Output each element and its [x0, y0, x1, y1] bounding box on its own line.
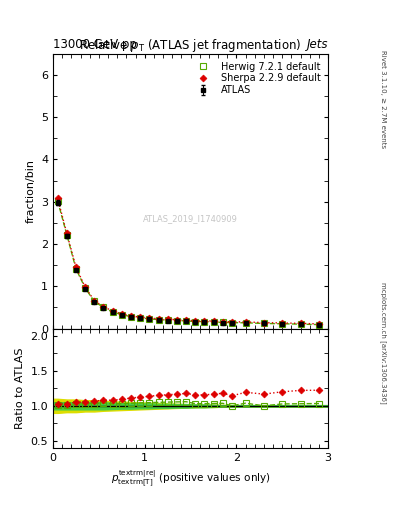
- Line: Sherpa 2.2.9 default: Sherpa 2.2.9 default: [55, 196, 321, 326]
- Herwig 7.2.1 default: [298, 321, 303, 327]
- Sherpa 2.2.9 default: [101, 304, 106, 310]
- Herwig 7.2.1 default: [92, 298, 97, 305]
- Sherpa 2.2.9 default: [165, 316, 170, 323]
- Sherpa 2.2.9 default: [298, 321, 303, 327]
- Herwig 7.2.1 default: [184, 318, 188, 324]
- Text: mcplots.cern.ch [arXiv:1306.3436]: mcplots.cern.ch [arXiv:1306.3436]: [380, 282, 387, 404]
- Herwig 7.2.1 default: [317, 322, 321, 328]
- Herwig 7.2.1 default: [110, 309, 115, 315]
- Text: 13000 GeV pp: 13000 GeV pp: [53, 38, 137, 51]
- Herwig 7.2.1 default: [119, 311, 124, 317]
- Herwig 7.2.1 default: [262, 321, 266, 327]
- Herwig 7.2.1 default: [73, 266, 78, 272]
- Herwig 7.2.1 default: [64, 231, 69, 238]
- Herwig 7.2.1 default: [156, 316, 161, 323]
- Y-axis label: Ratio to ATLAS: Ratio to ATLAS: [15, 348, 25, 429]
- Sherpa 2.2.9 default: [280, 320, 285, 326]
- Sherpa 2.2.9 default: [193, 317, 198, 324]
- Herwig 7.2.1 default: [202, 318, 207, 325]
- Sherpa 2.2.9 default: [138, 314, 143, 320]
- Title: Relative $p_{\mathrm{T}}$ (ATLAS jet fragmentation): Relative $p_{\mathrm{T}}$ (ATLAS jet fra…: [79, 37, 302, 54]
- Herwig 7.2.1 default: [243, 320, 248, 326]
- Sherpa 2.2.9 default: [220, 318, 225, 325]
- Sherpa 2.2.9 default: [184, 317, 188, 323]
- Sherpa 2.2.9 default: [156, 316, 161, 322]
- Herwig 7.2.1 default: [280, 321, 285, 327]
- Sherpa 2.2.9 default: [119, 311, 124, 317]
- Herwig 7.2.1 default: [220, 319, 225, 326]
- Sherpa 2.2.9 default: [243, 319, 248, 325]
- Y-axis label: fraction/bin: fraction/bin: [26, 159, 35, 223]
- Sherpa 2.2.9 default: [211, 318, 216, 324]
- Sherpa 2.2.9 default: [174, 316, 179, 323]
- Herwig 7.2.1 default: [138, 315, 143, 321]
- Herwig 7.2.1 default: [83, 285, 88, 291]
- Herwig 7.2.1 default: [165, 317, 170, 323]
- Sherpa 2.2.9 default: [230, 318, 234, 325]
- Sherpa 2.2.9 default: [129, 313, 133, 319]
- Sherpa 2.2.9 default: [55, 195, 60, 201]
- Herwig 7.2.1 default: [211, 319, 216, 325]
- Sherpa 2.2.9 default: [110, 308, 115, 314]
- Sherpa 2.2.9 default: [202, 317, 207, 324]
- Sherpa 2.2.9 default: [317, 321, 321, 327]
- Herwig 7.2.1 default: [193, 318, 198, 325]
- Herwig 7.2.1 default: [129, 314, 133, 320]
- Herwig 7.2.1 default: [230, 319, 234, 326]
- Sherpa 2.2.9 default: [147, 315, 152, 321]
- Herwig 7.2.1 default: [147, 316, 152, 322]
- X-axis label: $p_{\mathrm{textrm[T]}}^{\mathrm{textrm|re|}}$ (positive values only): $p_{\mathrm{textrm[T]}}^{\mathrm{textrm|…: [111, 468, 270, 489]
- Text: ATLAS_2019_I1740909: ATLAS_2019_I1740909: [143, 214, 238, 223]
- Sherpa 2.2.9 default: [262, 319, 266, 326]
- Sherpa 2.2.9 default: [73, 264, 78, 270]
- Sherpa 2.2.9 default: [92, 297, 97, 304]
- Line: Herwig 7.2.1 default: Herwig 7.2.1 default: [55, 198, 322, 327]
- Text: Rivet 3.1.10, ≥ 2.7M events: Rivet 3.1.10, ≥ 2.7M events: [380, 50, 386, 148]
- Sherpa 2.2.9 default: [83, 284, 88, 290]
- Herwig 7.2.1 default: [55, 198, 60, 204]
- Herwig 7.2.1 default: [101, 304, 106, 310]
- Sherpa 2.2.9 default: [64, 230, 69, 237]
- Herwig 7.2.1 default: [174, 317, 179, 324]
- Legend: Herwig 7.2.1 default, Sherpa 2.2.9 default, ATLAS: Herwig 7.2.1 default, Sherpa 2.2.9 defau…: [188, 58, 323, 98]
- Text: Jets: Jets: [307, 38, 328, 51]
